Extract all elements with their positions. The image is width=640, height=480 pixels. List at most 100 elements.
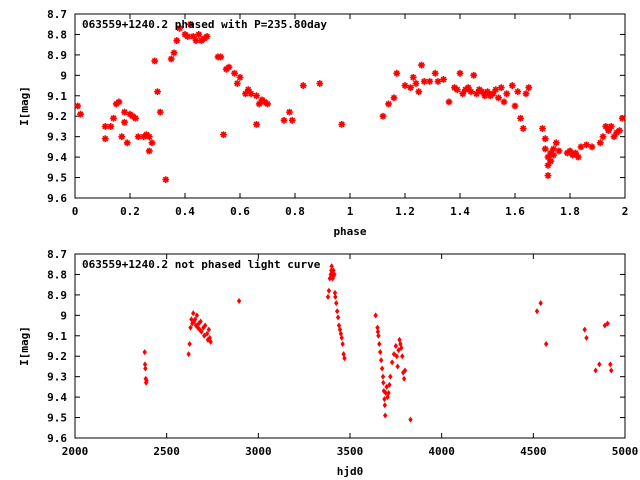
data-point [231, 69, 238, 77]
data-point [412, 80, 420, 87]
data-point [101, 135, 109, 143]
data-point [470, 71, 478, 79]
plot-frame [74, 253, 626, 439]
data-point [373, 312, 378, 319]
data-point [375, 324, 380, 331]
data-point [115, 98, 123, 106]
data-point [186, 351, 191, 358]
axis-ticks: 0 0.2 0.4 0.6 0.8 1 1.2 1.4 1.6 1.8 2 8.7 8.8 8.9 9 9.1… [47, 8, 628, 218]
data-point [517, 114, 524, 122]
data-point [264, 100, 271, 108]
data-point [426, 78, 434, 85]
data-point [599, 133, 607, 141]
x-tick-label: 4500 [520, 445, 547, 458]
data-point [544, 161, 552, 169]
data-point [605, 127, 612, 134]
data-point [378, 357, 384, 364]
data-point [574, 153, 582, 161]
data-point [107, 123, 115, 130]
data-point [132, 114, 139, 122]
data-point [541, 135, 549, 143]
data-point [582, 326, 587, 333]
data-point [459, 90, 467, 98]
data-point [144, 377, 149, 384]
data-point [286, 108, 293, 116]
data-point [118, 133, 126, 141]
data-point [151, 57, 159, 65]
data-point [191, 310, 196, 317]
data-point [602, 123, 610, 130]
data-point [123, 139, 131, 147]
data-point [382, 396, 387, 403]
data-point [409, 73, 417, 81]
data-point [525, 84, 533, 91]
data-point [208, 338, 213, 345]
data-point [194, 312, 200, 319]
data-point [434, 78, 442, 85]
unphased-chart: 2000 2500 3000 3500 4000 4500 5000 8.7 8.8 8.9 9 9.… [18, 248, 638, 478]
data-point [280, 116, 288, 124]
data-point [236, 298, 242, 305]
y-tick-label: 8.8 [47, 268, 67, 281]
data-point [379, 112, 387, 120]
data-point [376, 332, 381, 339]
data-point [326, 287, 332, 294]
phased-chart: 0 0.2 0.4 0.6 0.8 1 1.2 1.4 1.6 1.8 2 8.7 8.8 8.9 9 9.1… [18, 8, 628, 238]
chart-title: 063559+1240.2 not phased light curve [82, 258, 321, 271]
data-point [121, 118, 128, 126]
data-point [415, 88, 423, 96]
x-tick-label: 3000 [245, 445, 272, 458]
y-tick-label: 9.3 [47, 371, 67, 384]
data-point [204, 330, 210, 337]
data-point [552, 139, 560, 147]
data-point [408, 416, 413, 423]
data-point [170, 49, 178, 57]
data-point [522, 90, 530, 98]
data-point [198, 318, 203, 325]
data-point [143, 375, 148, 382]
data-point [407, 84, 414, 91]
data-point [101, 123, 109, 130]
data-point [247, 90, 255, 98]
data-point [393, 69, 401, 77]
data-point [134, 133, 142, 141]
data-point [148, 139, 156, 147]
data-point [602, 322, 608, 329]
data-point [431, 69, 439, 77]
data-point [233, 80, 241, 87]
data-point [121, 108, 128, 116]
data-point [189, 33, 197, 40]
data-point [340, 340, 345, 347]
y-axis-label: I[mag] [18, 326, 31, 366]
data-point [401, 375, 407, 382]
data-point [467, 88, 475, 96]
y-tick-label: 9 [60, 69, 67, 82]
data-point [386, 390, 391, 397]
y-tick-label: 9.2 [47, 110, 67, 123]
data-point [339, 334, 344, 341]
y-tick-label: 9.2 [47, 350, 67, 363]
y-tick-label: 9.4 [47, 391, 67, 404]
y-tick-label: 8.9 [47, 289, 67, 302]
data-point [566, 147, 574, 155]
data-point [399, 345, 404, 352]
data-points [142, 263, 614, 423]
data-point [184, 33, 192, 40]
y-tick-label: 8.8 [47, 28, 67, 41]
data-point [335, 314, 341, 321]
plot-frame [74, 13, 626, 199]
data-point [541, 145, 549, 153]
y-tick-label: 8.7 [47, 248, 67, 261]
data-point [489, 90, 497, 98]
x-tick-label: 0.2 [120, 205, 140, 218]
data-point [464, 84, 472, 91]
data-point [253, 92, 260, 100]
data-point [333, 293, 338, 300]
y-tick-label: 9.1 [47, 90, 67, 103]
data-point [288, 116, 296, 124]
data-point [539, 125, 546, 132]
data-point [253, 121, 260, 128]
data-point [588, 143, 596, 151]
data-point [202, 322, 208, 329]
